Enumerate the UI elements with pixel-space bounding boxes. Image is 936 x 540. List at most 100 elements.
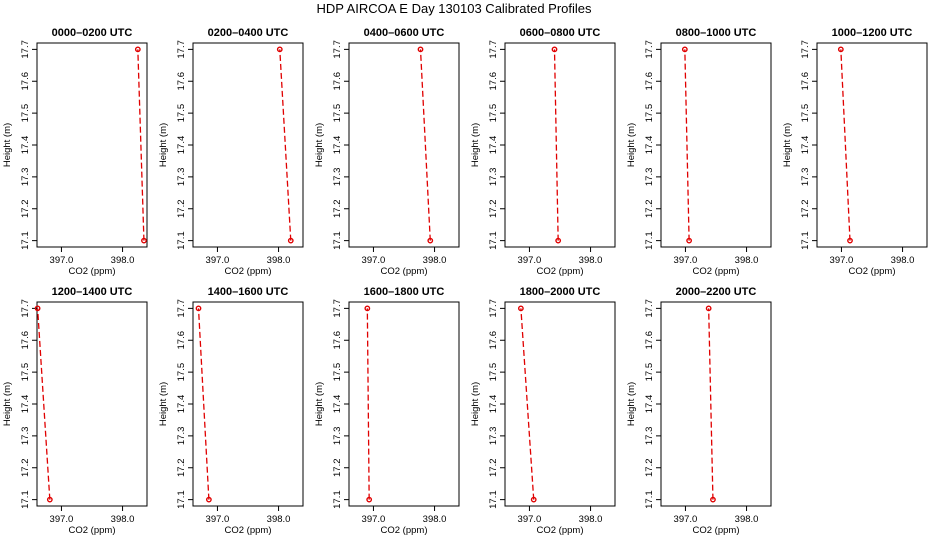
y-axis-label: Height (m) xyxy=(782,123,793,167)
plot-frame xyxy=(36,301,148,507)
y-tick-label: 17.3 xyxy=(176,168,187,187)
x-tick-label: 398.0 xyxy=(267,514,291,525)
data-point xyxy=(530,496,537,503)
y-tick-label: 17.5 xyxy=(488,104,499,123)
x-tick-label: 398.0 xyxy=(267,255,291,266)
y-tick-label: 17.4 xyxy=(332,395,343,414)
y-tick-label: 17.4 xyxy=(644,395,655,414)
x-axis-label: CO2 (ppm) xyxy=(693,266,740,277)
figure-title: HDP AIRCOA E Day 130103 Calibrated Profi… xyxy=(316,1,592,16)
y-axis-label: Height (m) xyxy=(314,123,325,167)
plot-frame xyxy=(660,42,772,248)
y-tick-label: 17.5 xyxy=(176,363,187,382)
y-tick-label: 17.5 xyxy=(488,363,499,382)
data-point xyxy=(34,305,41,312)
y-tick-label: 17.6 xyxy=(644,331,655,350)
profile-line xyxy=(137,49,145,241)
y-tick-label: 17.7 xyxy=(800,40,811,59)
x-tick-label: 397.0 xyxy=(50,514,74,525)
y-tick-label: 17.2 xyxy=(488,200,499,219)
panel-7: 1200–1400 UTC 17.1 17.2 17.3 17.4 17.5 17.6 17.… xyxy=(2,286,148,536)
data-point xyxy=(141,237,147,244)
y-tick-label: 17.1 xyxy=(644,231,655,250)
y-axis-label: Height (m) xyxy=(158,382,169,426)
y-tick-label: 17.3 xyxy=(488,427,499,446)
y-tick-label: 17.1 xyxy=(800,231,811,250)
profile-line xyxy=(366,308,370,500)
y-tick-label: 17.2 xyxy=(644,200,655,219)
y-tick-label: 17.4 xyxy=(332,136,343,155)
x-axis-label: CO2 (ppm) xyxy=(693,525,740,536)
data-point xyxy=(364,305,371,312)
panel-title: 0800–1000 UTC xyxy=(676,27,757,39)
y-tick-label: 17.6 xyxy=(488,331,499,350)
x-axis-label: CO2 (ppm) xyxy=(69,266,116,277)
y-tick-label: 17.7 xyxy=(644,299,655,318)
panel-title: 2000–2200 UTC xyxy=(676,286,757,298)
y-tick-label: 17.3 xyxy=(800,168,811,187)
x-tick-label: 398.0 xyxy=(735,255,759,266)
profile-line xyxy=(36,308,51,500)
y-tick-label: 17.6 xyxy=(20,331,31,350)
data-point xyxy=(276,46,283,53)
x-tick-label: 397.0 xyxy=(830,255,854,266)
x-axis-label: CO2 (ppm) xyxy=(381,266,428,277)
y-tick-label: 17.2 xyxy=(20,200,31,219)
y-tick-label: 17.7 xyxy=(332,299,343,318)
data-point xyxy=(134,46,141,53)
y-axis-label: Height (m) xyxy=(2,382,13,426)
x-tick-label: 397.0 xyxy=(50,255,74,266)
y-tick-label: 17.7 xyxy=(332,40,343,59)
panel-9: 1600–1800 UTC 17.1 17.2 17.3 17.4 17.5 17.6 17.… xyxy=(314,286,460,536)
data-point xyxy=(551,46,558,53)
y-tick-label: 17.7 xyxy=(20,40,31,59)
plot-frame xyxy=(816,42,928,248)
y-tick-label: 17.4 xyxy=(644,136,655,155)
y-tick-label: 17.1 xyxy=(176,231,187,250)
y-tick-label: 17.4 xyxy=(488,395,499,414)
panel-3: 0400–0600 UTC 17.1 17.2 17.3 17.4 17.5 17.6 17.… xyxy=(314,27,460,277)
x-axis-label: CO2 (ppm) xyxy=(69,525,116,536)
y-tick-label: 17.2 xyxy=(20,459,31,478)
panel-5: 0800–1000 UTC 17.1 17.2 17.3 17.4 17.5 17.6 17.… xyxy=(626,27,772,277)
y-tick-label: 17.3 xyxy=(644,168,655,187)
y-tick-label: 17.3 xyxy=(332,168,343,187)
y-tick-label: 17.6 xyxy=(176,331,187,350)
panel-11: 2000–2200 UTC 17.1 17.2 17.3 17.4 17.5 17.6 17.… xyxy=(626,286,772,536)
data-point xyxy=(705,305,712,312)
profile-line xyxy=(419,49,431,241)
plot-frame xyxy=(504,301,616,507)
y-tick-label: 17.1 xyxy=(644,490,655,509)
panels-grid: 0000–0200 UTC 17.1 17.2 17.3 17.4 17.5 17.6 17.… xyxy=(2,27,928,536)
y-tick-label: 17.5 xyxy=(800,104,811,123)
data-point xyxy=(205,496,212,503)
panel-6: 1000–1200 UTC 17.1 17.2 17.3 17.4 17.5 17.6 17.… xyxy=(782,27,928,277)
y-tick-label: 17.2 xyxy=(332,200,343,219)
y-tick-label: 17.5 xyxy=(176,104,187,123)
panel-4: 0600–0800 UTC 17.1 17.2 17.3 17.4 17.5 17.6 17.… xyxy=(470,27,616,277)
plot-frame xyxy=(660,301,772,507)
x-tick-label: 397.0 xyxy=(518,255,542,266)
data-point xyxy=(847,237,853,244)
panel-2: 0200–0400 UTC 17.1 17.2 17.3 17.4 17.5 17.6 17.… xyxy=(158,27,304,277)
x-tick-label: 397.0 xyxy=(362,255,386,266)
data-point xyxy=(46,496,53,503)
panel-title: 1400–1600 UTC xyxy=(208,286,289,298)
data-point xyxy=(686,237,693,244)
panel-title: 1000–1200 UTC xyxy=(832,27,913,39)
x-tick-label: 397.0 xyxy=(206,514,230,525)
profile-line xyxy=(840,49,851,241)
profile-line xyxy=(520,308,535,500)
y-tick-label: 17.5 xyxy=(20,104,31,123)
data-point xyxy=(427,237,434,244)
y-tick-label: 17.1 xyxy=(332,231,343,250)
y-tick-label: 17.7 xyxy=(176,40,187,59)
profile-line xyxy=(197,308,210,500)
data-point xyxy=(555,237,562,244)
y-axis-label: Height (m) xyxy=(626,123,637,167)
panel-title: 0400–0600 UTC xyxy=(364,27,445,39)
data-point xyxy=(195,305,202,312)
profile-line xyxy=(553,49,559,241)
y-tick-label: 17.1 xyxy=(20,231,31,250)
